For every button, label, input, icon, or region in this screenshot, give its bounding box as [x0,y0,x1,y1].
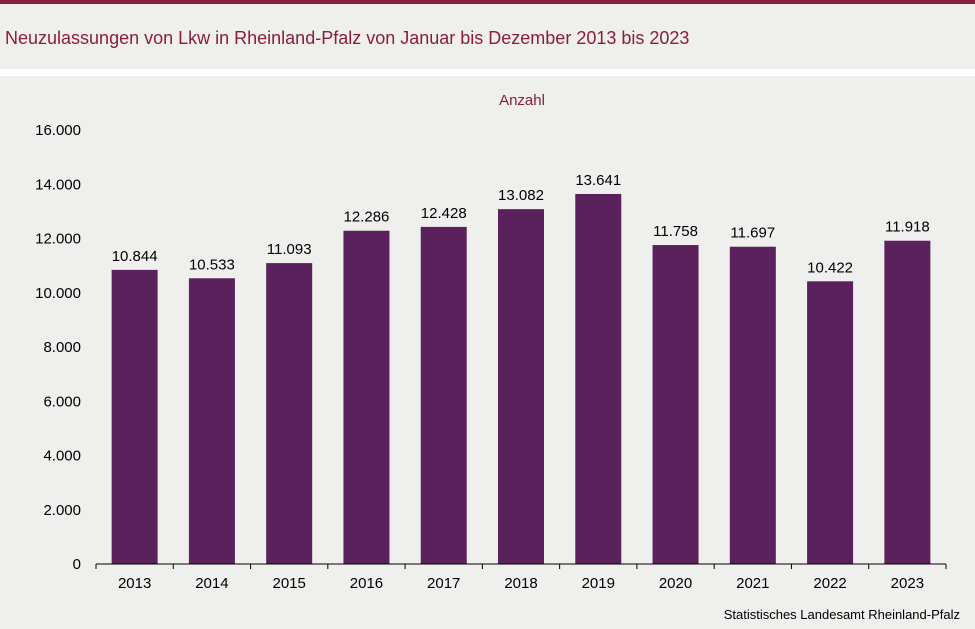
bar-value-label: 13.641 [575,172,621,189]
source-note: Statistisches Landesamt Rheinland-Pfalz [723,607,960,622]
bar [420,226,467,564]
x-tick-label: 2017 [427,575,460,592]
bar [652,245,699,564]
bars [111,193,931,564]
y-tick-label: 6.000 [43,393,81,410]
bar [266,263,313,564]
y-tick-label: 14.000 [35,176,81,193]
x-axis: 2013 2014 2015 2016 2017 2018 2019 2020 2021 2022… [95,564,947,592]
x-tick-label: 2013 [118,575,151,592]
bar [729,246,776,564]
bar [575,193,622,564]
y-tick-label: 2.000 [43,502,81,519]
x-tick-label: 2015 [272,575,305,592]
y-tick-label: 0 [73,556,81,573]
y-tick-label: 8.000 [43,339,81,356]
bar-value-label: 11.918 [885,219,930,236]
bar [343,230,390,564]
y-tick-label: 10.000 [35,285,81,302]
data-labels: 10.844 10.533 11.093 12.286 12.428 13.082 13.6… [112,172,930,276]
chart-title: Neuzulassungen von Lkw in Rheinland-Pfal… [5,28,690,48]
y-axis: 0 2.000 4.000 6.000 8.000 10.000 12.000 14.000 1… [35,122,81,573]
bar-value-label: 11.758 [653,223,698,240]
bar-value-label: 13.082 [498,187,544,204]
bar [498,209,544,564]
bar [884,240,931,564]
x-tick-label: 2022 [813,575,846,592]
x-tick-label: 2021 [736,575,769,592]
title-separator [0,69,975,76]
y-unit-label: Anzahl [499,92,545,109]
x-tick-label: 2020 [659,575,692,592]
x-tick-label: 2023 [891,575,924,592]
x-tick-label: 2014 [195,575,228,592]
y-tick-label: 16.000 [35,122,81,139]
bar [807,281,854,564]
bar-value-label: 12.286 [344,209,390,226]
bar-chart: Anzahl 0 2.000 4.000 6.000 8.000 10.000 12.000… [35,92,947,592]
top-accent-rule [0,0,975,4]
y-tick-label: 4.000 [43,448,81,465]
bar-value-label: 11.697 [730,225,775,242]
y-tick-label: 12.000 [35,231,81,248]
bar [111,269,158,564]
bar [188,278,235,564]
x-tick-label: 2019 [582,575,615,592]
x-tick-label: 2018 [504,575,537,592]
bar-value-label: 10.844 [112,248,158,265]
bar-value-label: 10.533 [189,256,235,273]
bar-value-label: 12.428 [421,205,467,222]
bar-value-label: 11.093 [267,241,312,258]
bar-value-label: 10.422 [807,259,853,276]
x-tick-label: 2016 [350,575,383,592]
